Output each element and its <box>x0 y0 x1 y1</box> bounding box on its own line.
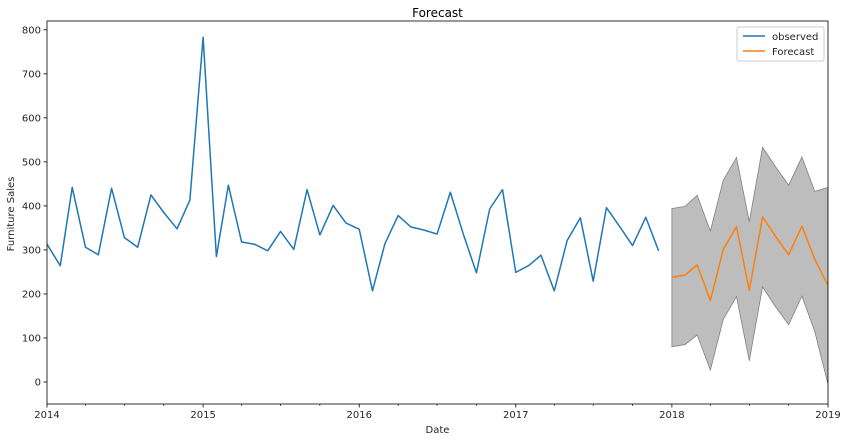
y-tick-label: 600 <box>22 113 41 124</box>
y-tick-label: 100 <box>22 333 41 344</box>
y-tick-label: 700 <box>22 69 41 80</box>
x-tick-label: 2019 <box>815 410 840 421</box>
x-tick-label: 2015 <box>190 410 215 421</box>
y-axis-label: Furniture Sales <box>6 177 17 252</box>
x-tick-label: 2017 <box>503 410 528 421</box>
plot-area <box>47 36 828 385</box>
confidence-band <box>671 146 828 385</box>
x-axis-label: Date <box>426 425 450 436</box>
axes: 0 100 200 300 400 500 600 700 800 2014 2015 2016 201… <box>22 20 841 421</box>
series-line-forecast <box>671 216 828 302</box>
legend-label-forecast: Forecast <box>772 47 814 58</box>
series-line-observed <box>47 36 660 292</box>
y-tick-label: 800 <box>22 25 41 36</box>
x-tick-label: 2014 <box>34 410 59 421</box>
y-tick-label: 500 <box>22 157 41 168</box>
chart-title: Forecast <box>412 6 463 20</box>
x-tick-label: 2016 <box>347 410 372 421</box>
y-tick-label: 0 <box>35 377 41 388</box>
legend: observed Forecast <box>736 26 825 62</box>
x-tick-label: 2018 <box>659 410 684 421</box>
axes-frame <box>46 20 829 405</box>
y-tick-label: 400 <box>22 201 41 212</box>
legend-label-observed: observed <box>772 32 818 43</box>
y-tick-label: 200 <box>22 289 41 300</box>
y-tick-label: 300 <box>22 245 41 256</box>
